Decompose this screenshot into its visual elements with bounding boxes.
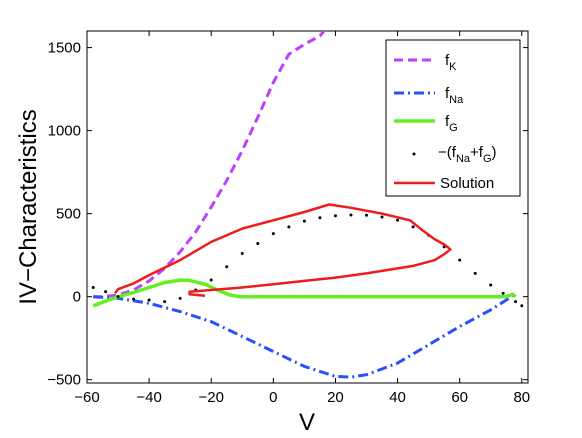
legend-swatch-neg-sum [412,152,416,156]
y-tick-label: 1500 [48,40,81,57]
legend: fK fNa fG −(fNa+fG) Solution [385,39,521,197]
legend-label-solution: Solution [440,175,494,192]
series-point-neg-sum [318,216,322,220]
series-point-neg-sum [178,296,182,300]
x-tick-label: 80 [513,389,530,406]
x-tick-label: −60 [74,389,99,406]
series-point-neg-sum [225,265,229,269]
x-tick-label: 40 [389,389,406,406]
x-tick-label: −20 [198,389,223,406]
tick-layer: −60 −40 −20 0 20 40 60 80 −500 0 500 1000 1500 [47,31,530,406]
series-line-fna [93,292,517,379]
x-tick-label: 60 [451,389,468,406]
y-axis-label: IV−Characteristics [15,109,42,304]
series-point-neg-sum [520,304,524,308]
series-line-solution [114,203,452,298]
series-point-neg-sum [302,219,306,223]
series-point-neg-sum [91,286,95,290]
series-point-neg-sum [411,225,415,229]
series-point-neg-sum [396,218,400,222]
y-tick-label: 0 [73,289,81,306]
series-point-neg-sum [116,295,120,299]
series-point-neg-sum [132,297,136,301]
y-tick-label: −500 [47,372,81,389]
series-point-neg-sum [514,300,518,304]
series-point-neg-sum [104,290,108,294]
series-point-neg-sum [501,291,505,295]
x-tick-label: 0 [269,389,277,406]
legend-label-fk: fK [445,52,457,73]
series-point-neg-sum [473,271,477,275]
series-point-neg-sum [333,214,337,218]
legend-label-fg: fG [445,113,458,134]
legend-label-fna: fNa [445,85,464,106]
series-point-neg-sum [256,242,260,246]
series-point-neg-sum [147,298,151,302]
series-point-neg-sum [380,215,384,219]
series-point-neg-sum [349,213,353,217]
y-tick-label: 500 [56,206,81,223]
series-point-neg-sum [365,213,369,217]
legend-label-neg-sum: −(fNa+fG) [438,144,497,165]
series-point-neg-sum [209,278,213,282]
series-point-neg-sum [271,232,275,236]
series-point-neg-sum [458,258,462,262]
legend-box [385,39,521,197]
x-tick-label: −40 [136,389,161,406]
series-point-neg-sum [240,251,244,255]
series-point-neg-sum [489,283,493,287]
y-tick-label: 1000 [48,123,81,140]
series-point-neg-sum [163,300,167,304]
series-line-fk [93,31,326,299]
x-tick-label: 20 [327,389,344,406]
series-layer [91,31,524,379]
series-point-neg-sum [287,225,291,229]
x-axis-label: V [299,409,315,436]
